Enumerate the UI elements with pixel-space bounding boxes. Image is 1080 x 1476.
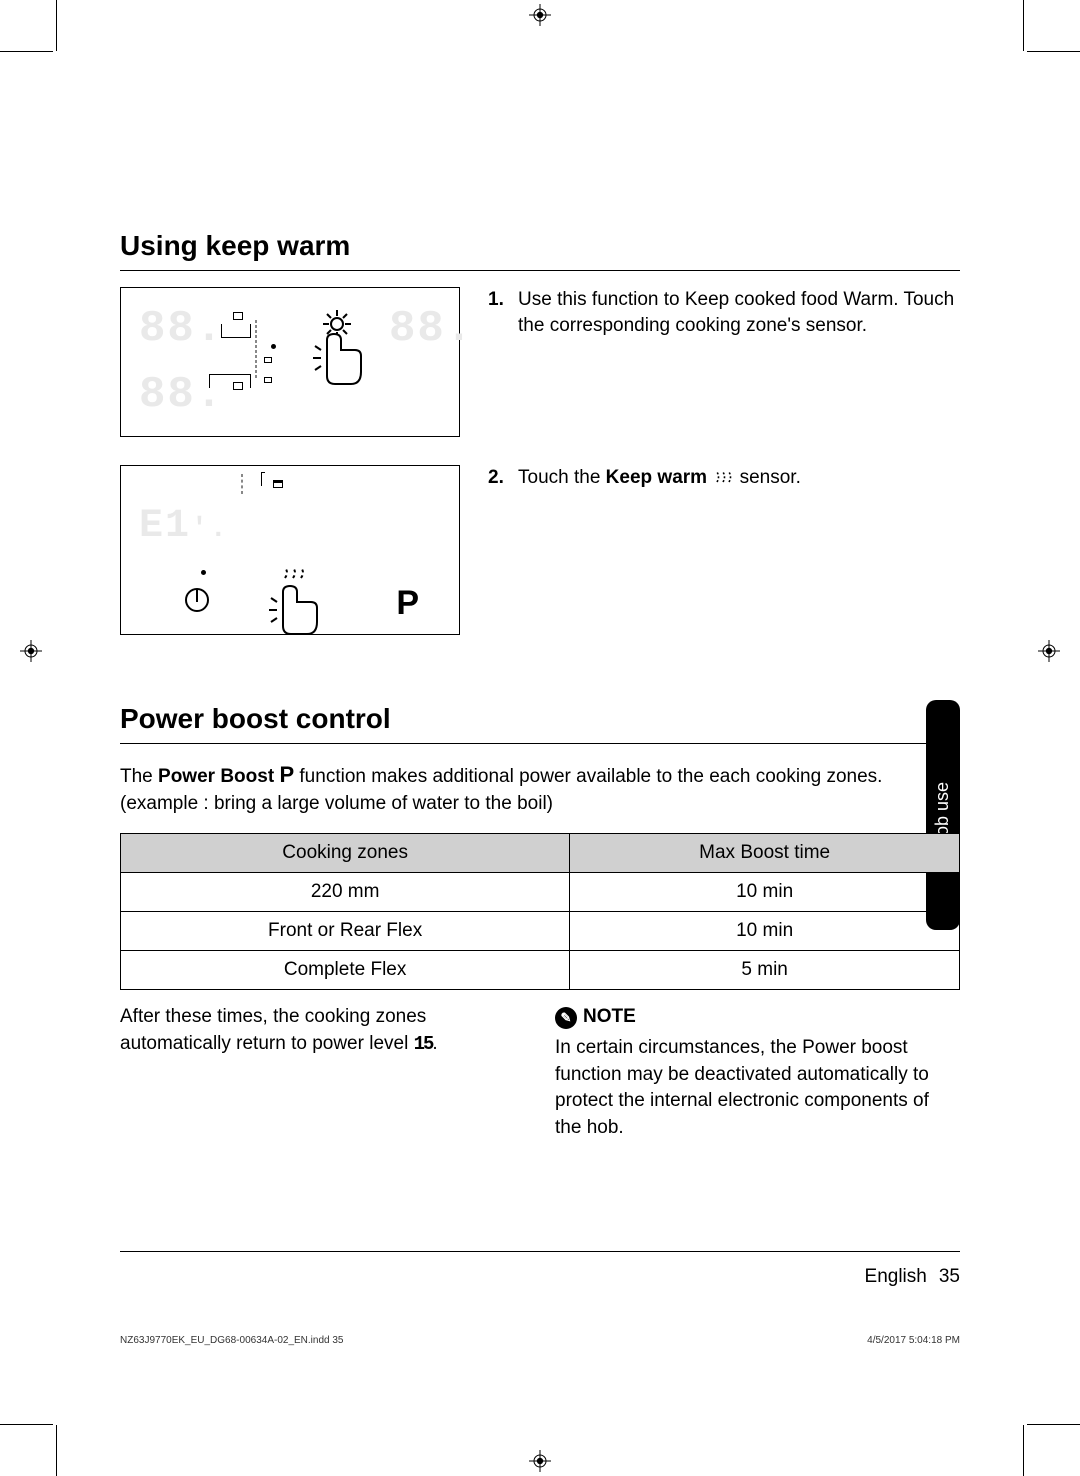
registration-mark-icon bbox=[529, 1450, 551, 1472]
section-title-power-boost: Power boost control bbox=[120, 703, 960, 735]
power-boost-symbol: P bbox=[279, 762, 294, 787]
touch-keep-warm-icon bbox=[261, 566, 341, 641]
step-2: 2. Touch the Keep warm sensor. bbox=[488, 465, 960, 494]
boost-time-table: Cooking zones Max Boost time 220 mm 10 m… bbox=[120, 833, 960, 990]
crop-mark bbox=[0, 51, 53, 52]
illustration-step1: 88. 88. 88. bbox=[120, 287, 460, 437]
print-metadata: NZ63J9770EK_EU_DG68-00634A-02_EN.indd 35… bbox=[120, 1335, 960, 1346]
registration-mark-icon bbox=[20, 640, 42, 662]
crop-mark bbox=[56, 1425, 57, 1476]
step-text: Touch the Keep warm sensor. bbox=[518, 465, 801, 494]
footer-page-number: 35 bbox=[939, 1266, 960, 1288]
crop-mark bbox=[1027, 1424, 1080, 1425]
note-label: NOTE bbox=[583, 1004, 636, 1031]
power-icon bbox=[183, 586, 211, 614]
after-table-note-left: After these times, the cooking zones aut… bbox=[120, 1004, 525, 1141]
crop-mark bbox=[1023, 0, 1024, 51]
power-boost-letter: P bbox=[396, 584, 419, 623]
note-body: In certain circumstances, the Power boos… bbox=[555, 1035, 960, 1141]
indd-timestamp: 4/5/2017 5:04:18 PM bbox=[867, 1335, 960, 1346]
table-header: Cooking zones bbox=[121, 834, 570, 873]
section-rule bbox=[120, 743, 960, 744]
step-1: 1. Use this function to Keep cooked food… bbox=[488, 287, 960, 338]
indd-filename: NZ63J9770EK_EU_DG68-00634A-02_EN.indd 35 bbox=[120, 1335, 343, 1346]
note-icon: ✎ bbox=[555, 1007, 577, 1029]
keep-warm-icon bbox=[712, 468, 734, 494]
power-level-display: 15 bbox=[414, 1033, 433, 1055]
step-number: 2. bbox=[488, 465, 510, 494]
footer-language: English bbox=[865, 1266, 927, 1288]
registration-mark-icon bbox=[529, 4, 551, 26]
crop-mark bbox=[1023, 1425, 1024, 1476]
note-block: ✎ NOTE In certain circumstances, the Pow… bbox=[555, 1004, 960, 1141]
crop-mark bbox=[1027, 51, 1080, 52]
crop-mark bbox=[0, 1424, 53, 1425]
page-footer: English 35 bbox=[120, 1251, 960, 1288]
table-header: Max Boost time bbox=[570, 834, 960, 873]
table-row: 220 mm 10 min bbox=[121, 873, 960, 912]
step-text: Use this function to Keep cooked food Wa… bbox=[518, 287, 960, 338]
touch-zone-icon bbox=[301, 306, 371, 391]
table-row: Complete Flex 5 min bbox=[121, 951, 960, 990]
section-title-keep-warm: Using keep warm bbox=[120, 230, 960, 262]
registration-mark-icon bbox=[1038, 640, 1060, 662]
crop-mark bbox=[56, 0, 57, 51]
power-boost-description: The Power Boost P function makes additio… bbox=[120, 760, 960, 817]
step-number: 1. bbox=[488, 287, 510, 338]
illustration-step2: E1'. bbox=[120, 465, 460, 635]
section-rule bbox=[120, 270, 960, 271]
table-row: Front or Rear Flex 10 min bbox=[121, 912, 960, 951]
